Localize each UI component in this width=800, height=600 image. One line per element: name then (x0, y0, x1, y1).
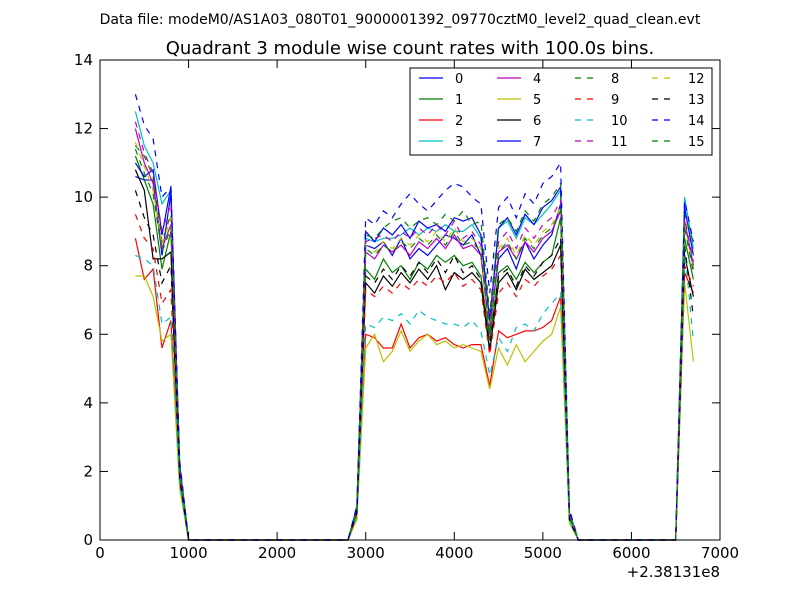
legend-label-1: 1 (455, 93, 463, 108)
y-tick-label: 4 (83, 394, 93, 412)
x-tick-label: 7000 (701, 544, 739, 562)
legend-label-2: 2 (455, 114, 463, 129)
legend-label-15: 15 (688, 135, 705, 150)
y-tick-label: 6 (83, 325, 93, 343)
series-line-12 (134, 142, 694, 541)
x-tick-label: 1000 (169, 544, 207, 562)
series-line-1 (134, 155, 694, 541)
chart-title: Quadrant 3 module wise count rates with … (166, 38, 655, 59)
y-tick-label: 12 (74, 120, 93, 138)
x-tick-label: 6000 (612, 544, 650, 562)
y-tick-label: 0 (83, 531, 93, 549)
x-offset-label: +2.38131e8 (627, 563, 720, 581)
y-tick-label: 2 (83, 462, 93, 480)
series-line-5 (135, 275, 694, 541)
axes-frame (99, 59, 721, 541)
chart-suptitle: Data file: modeM0/AS1A03_080T01_90000013… (100, 12, 701, 28)
x-tick-label: 4000 (435, 544, 473, 562)
legend-label-12: 12 (688, 72, 705, 87)
legend-label-3: 3 (455, 135, 463, 150)
legend-label-14: 14 (688, 114, 705, 129)
series-line-7 (134, 162, 694, 541)
plot-area-border (99, 59, 721, 541)
series-line-13 (134, 190, 694, 541)
y-tick-label: 14 (74, 51, 93, 69)
series-line-15 (134, 148, 694, 541)
x-tick-label: 2000 (258, 544, 296, 562)
series-line-4 (134, 128, 694, 541)
y-tick-label: 10 (74, 188, 93, 206)
x-tick-label: 0 (95, 544, 105, 562)
legend-label-6: 6 (533, 114, 541, 129)
series-line-14 (134, 94, 694, 541)
legend-label-8: 8 (611, 72, 619, 87)
legend-label-4: 4 (533, 72, 541, 87)
legend-label-0: 0 (455, 72, 463, 87)
plot-lines (134, 94, 694, 541)
x-tick-label: 3000 (347, 544, 385, 562)
legend-label-9: 9 (611, 93, 619, 108)
legend-label-13: 13 (688, 93, 705, 108)
legend-label-11: 11 (611, 135, 628, 150)
legend-label-7: 7 (533, 135, 541, 150)
legend-label-10: 10 (611, 114, 628, 129)
legend-box (409, 67, 713, 156)
series-line-3 (134, 111, 694, 541)
x-tick-label: 5000 (524, 544, 562, 562)
series-line-2 (134, 238, 694, 541)
series-line-10 (135, 248, 694, 541)
series-line-11 (134, 121, 694, 541)
y-tick-label: 8 (83, 257, 93, 275)
legend-label-5: 5 (533, 93, 541, 108)
series-line-9 (134, 214, 694, 541)
